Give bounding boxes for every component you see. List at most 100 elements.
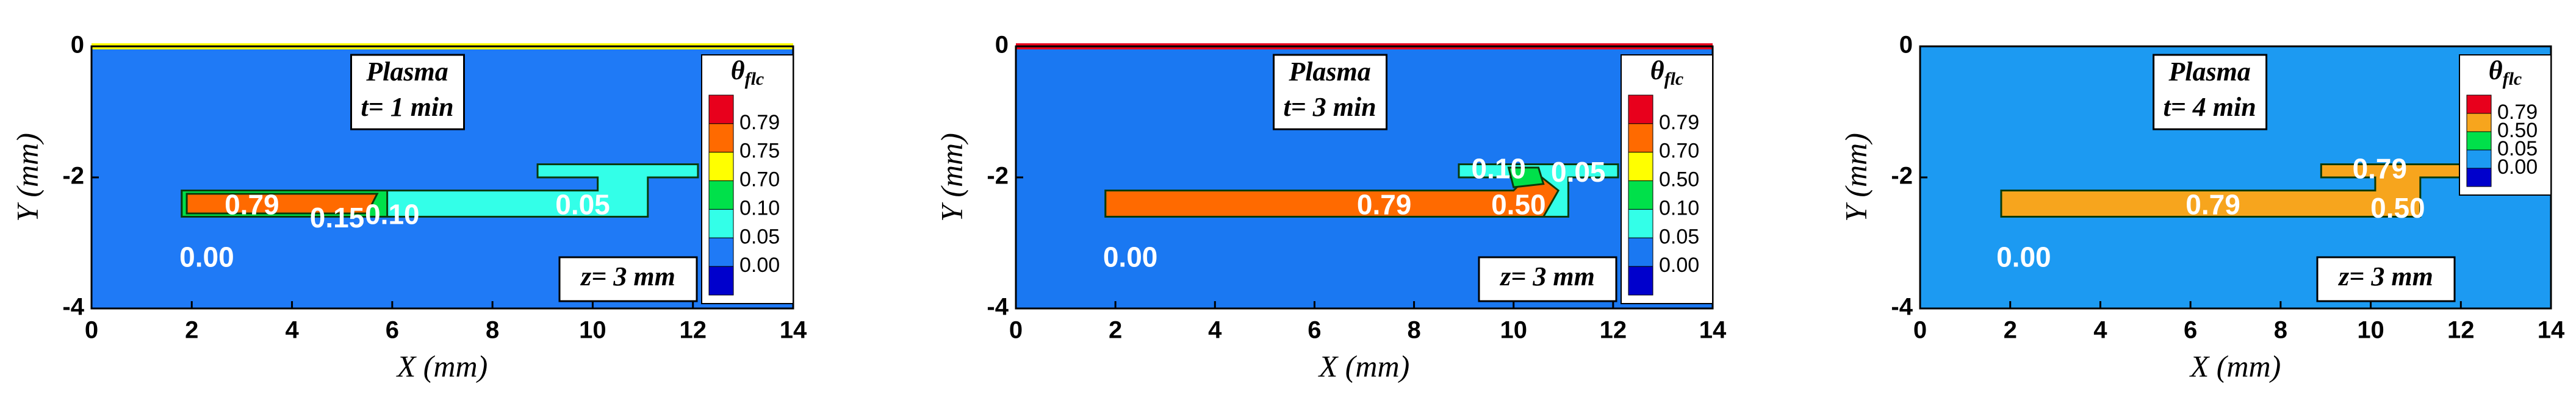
x-tick-label: 6 [386, 317, 399, 344]
x-tick-label: 2 [2004, 317, 2017, 344]
x-tick-label: 10 [1500, 317, 1527, 344]
contour-label: 0.50 [2370, 192, 2425, 224]
x-tick-label: 8 [486, 317, 499, 344]
x-tick-label: 10 [2357, 317, 2384, 344]
time-label: t= 1 min [361, 92, 453, 122]
x-tick-label: 14 [780, 317, 807, 344]
annotation-box [1273, 54, 1388, 130]
legend-swatch [708, 180, 734, 210]
contour-label: 0.05 [1551, 156, 1606, 188]
position-label: z= 3 mm [1499, 262, 1595, 291]
legend-label: 0.79 [1659, 111, 1699, 134]
legend-swatch [1628, 152, 1653, 182]
position-box [1478, 256, 1617, 302]
x-axis-label: X (mm) [2189, 349, 2281, 383]
x-axis-label: X (mm) [396, 349, 488, 383]
x-tick-label: 4 [2093, 317, 2107, 344]
x-tick-label: 12 [1600, 317, 1627, 344]
legend-title-symbol: θ [731, 55, 745, 85]
legend-swatch [2466, 168, 2492, 187]
time-label: t= 3 min [1283, 92, 1376, 122]
annotation: Plasma [365, 57, 448, 87]
legend-swatch [708, 266, 734, 296]
contour-region [1104, 169, 1560, 218]
legend-title-subscript: flc [1664, 69, 1684, 89]
position-box [558, 256, 698, 302]
contour-label: 0.10 [365, 199, 420, 230]
legend-label: 0.70 [1659, 140, 1699, 163]
legend-label: 0.10 [739, 196, 780, 219]
legend-title: θflc [731, 55, 764, 89]
legend-swatch [1628, 266, 1653, 296]
y-tick-label: -4 [987, 294, 1009, 321]
annotation-box [350, 54, 465, 130]
y-tick-label: 0 [71, 32, 84, 59]
legend-swatch [1628, 208, 1653, 238]
annotation-box [2153, 54, 2268, 130]
y-tick-label: 0 [1899, 32, 1913, 59]
legend-title-symbol: θ [2489, 55, 2503, 85]
x-tick-label: 14 [2538, 317, 2565, 344]
contour-region [185, 193, 379, 215]
contour-label: 0.79 [2186, 189, 2240, 221]
legend-label: 0.75 [739, 140, 780, 163]
x-tick-label: 4 [285, 317, 299, 344]
legend-swatch [2466, 94, 2492, 114]
x-tick-label: 0 [85, 317, 98, 344]
legend-swatch [708, 208, 734, 238]
contour-label: 0.10 [1471, 152, 1526, 184]
y-tick-label: -4 [62, 294, 84, 321]
legend-swatch [1628, 180, 1653, 210]
x-tick-label: 8 [1407, 317, 1420, 344]
x-tick-label: 2 [1109, 317, 1122, 344]
time-label: t= 4 min [2163, 92, 2256, 122]
legend-title: θflc [1650, 55, 1683, 89]
legend-label: 0.05 [739, 225, 780, 248]
y-tick-label: -4 [1891, 294, 1913, 321]
contour-label: 0.79 [2353, 152, 2408, 184]
legend-label: 0.05 [2497, 137, 2538, 160]
y-tick-label: -2 [987, 163, 1009, 190]
contour-label: 0.00 [179, 241, 234, 273]
x-tick-label: 14 [1699, 317, 1727, 344]
legend-swatch [1628, 123, 1653, 153]
legend-swatch [2466, 131, 2492, 151]
contour-label: 0.15 [310, 202, 365, 233]
position-label: z= 3 mm [580, 262, 675, 291]
x-tick-label: 0 [1913, 317, 1927, 344]
x-tick-label: 6 [1308, 317, 1321, 344]
y-tick-label: -2 [62, 163, 84, 190]
x-tick-label: 12 [679, 317, 707, 344]
y-axis-label: Y (mm) [934, 133, 968, 222]
legend-title: θflc [2489, 55, 2522, 89]
x-tick-label: 10 [579, 317, 606, 344]
legend-swatch [1628, 237, 1653, 267]
x-tick-label: 12 [2447, 317, 2475, 344]
legend-swatch [708, 123, 734, 153]
legend-label: 0.79 [2497, 101, 2538, 124]
x-axis-label: X (mm) [1318, 349, 1410, 383]
contour-label: 0.79 [1357, 189, 1412, 221]
legend-label: 0.50 [1659, 168, 1699, 191]
x-tick-label: 6 [2184, 317, 2197, 344]
legend-title-subscript: flc [745, 69, 765, 89]
position-label: z= 3 mm [2337, 262, 2433, 291]
contour-label: 0.00 [1103, 241, 1158, 273]
contour-label: 0.00 [1996, 241, 2051, 273]
legend-swatch [708, 237, 734, 267]
annotation: Plasma [1288, 57, 1370, 87]
contour-label: 0.79 [225, 189, 279, 221]
y-tick-label: 0 [995, 32, 1009, 59]
contour-label: 0.50 [1491, 189, 1546, 221]
x-tick-label: 0 [1009, 317, 1023, 344]
legend-swatch [708, 152, 734, 182]
legend-swatch [1628, 94, 1653, 124]
position-box [2316, 256, 2456, 302]
annotation: Plasma [2168, 57, 2250, 87]
x-tick-label: 2 [185, 317, 198, 344]
legend-label: 0.70 [739, 168, 780, 191]
legend-label: 0.10 [1659, 196, 1699, 219]
y-axis-label: Y (mm) [10, 133, 44, 222]
y-axis-label: Y (mm) [1838, 133, 1873, 222]
